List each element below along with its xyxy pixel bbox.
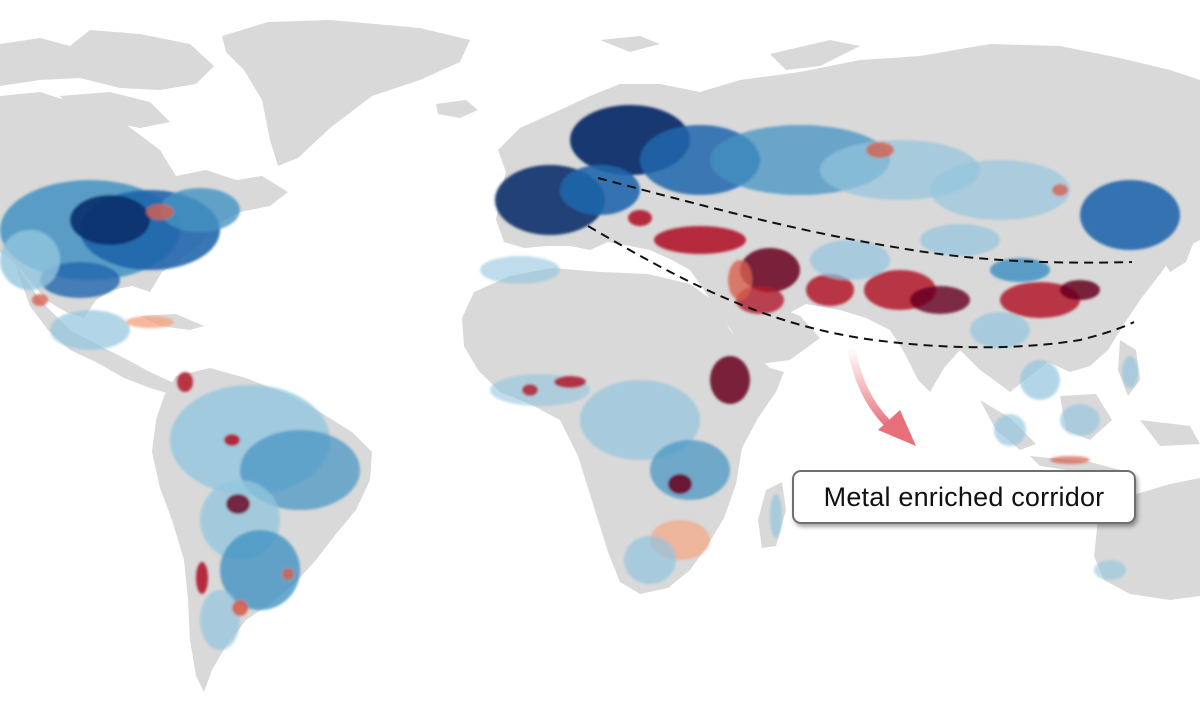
- region-sa-hot-4: [232, 600, 248, 616]
- region-ethiopia-hot: [710, 356, 750, 404]
- region-na-south: [40, 262, 120, 298]
- region-west-africa-hot: [522, 384, 538, 396]
- region-na-pacific: [0, 230, 60, 290]
- region-na-core: [70, 195, 150, 245]
- region-balkan-hot: [628, 210, 652, 226]
- region-na-hotspot-2: [32, 294, 48, 306]
- greenland: [222, 20, 470, 166]
- region-north-africa-coast: [480, 256, 560, 284]
- region-indochina: [1020, 360, 1060, 400]
- region-se-asia: [970, 312, 1030, 348]
- region-central-asia: [810, 240, 890, 280]
- region-zambia-hot: [668, 474, 692, 494]
- region-india-hot: [910, 286, 970, 314]
- region-russia-east: [930, 160, 1070, 220]
- region-sa-hot-2: [226, 494, 250, 514]
- region-tibet: [920, 224, 1000, 256]
- region-sumatra-data: [994, 414, 1026, 446]
- region-caribbean-hot: [126, 316, 174, 328]
- region-iran-hot: [740, 248, 800, 292]
- region-eu-central: [560, 165, 640, 215]
- corridor-south-boundary: [587, 225, 1135, 349]
- region-china-hot-2: [1060, 280, 1100, 300]
- region-ne-asia: [1080, 180, 1180, 250]
- region-australia-data: [1094, 560, 1126, 580]
- data-layer: [0, 105, 1180, 650]
- region-java-hot: [1050, 456, 1090, 464]
- annotation-callout: Metal enriched corridor: [792, 470, 1136, 524]
- arrow-icon: [848, 348, 916, 446]
- novaya-zemlya: [770, 40, 860, 70]
- region-turkey-hot: [654, 226, 746, 254]
- region-na-east: [160, 188, 240, 232]
- annotation-label: Metal enriched corridor: [823, 481, 1105, 512]
- region-levant-hot: [728, 260, 752, 300]
- region-sa-south-africa: [624, 536, 676, 584]
- corridor-north-boundary: [597, 177, 1133, 264]
- arctic-islands: [0, 30, 214, 90]
- region-afghan-hot: [806, 274, 854, 306]
- region-china-hot: [1000, 282, 1080, 318]
- region-sahel-hot: [554, 376, 586, 388]
- region-ca-1: [50, 310, 130, 350]
- iceland: [436, 100, 478, 118]
- region-sa-hot-1: [177, 372, 193, 392]
- region-philippines-data: [1122, 356, 1138, 388]
- region-sa-hot-6: [282, 568, 294, 580]
- region-russia-hot: [866, 142, 894, 158]
- arctic-island-2: [60, 92, 170, 128]
- region-east-africa: [650, 440, 730, 500]
- region-borneo-data: [1060, 404, 1100, 436]
- svalbard: [600, 36, 660, 52]
- region-na-hotspot-1: [146, 204, 174, 220]
- region-sa-south: [220, 530, 300, 610]
- central-america: [14, 262, 176, 394]
- region-sa-hot-3: [196, 562, 208, 594]
- region-madagascar-data: [770, 494, 782, 538]
- region-siberia-hot: [1052, 184, 1068, 196]
- region-sa-east: [240, 430, 360, 510]
- region-sa-hot-5: [224, 434, 240, 446]
- new-guinea: [1140, 420, 1200, 446]
- region-china-blue: [990, 258, 1050, 282]
- region-central-africa: [580, 380, 700, 460]
- region-sa-tip: [200, 590, 240, 650]
